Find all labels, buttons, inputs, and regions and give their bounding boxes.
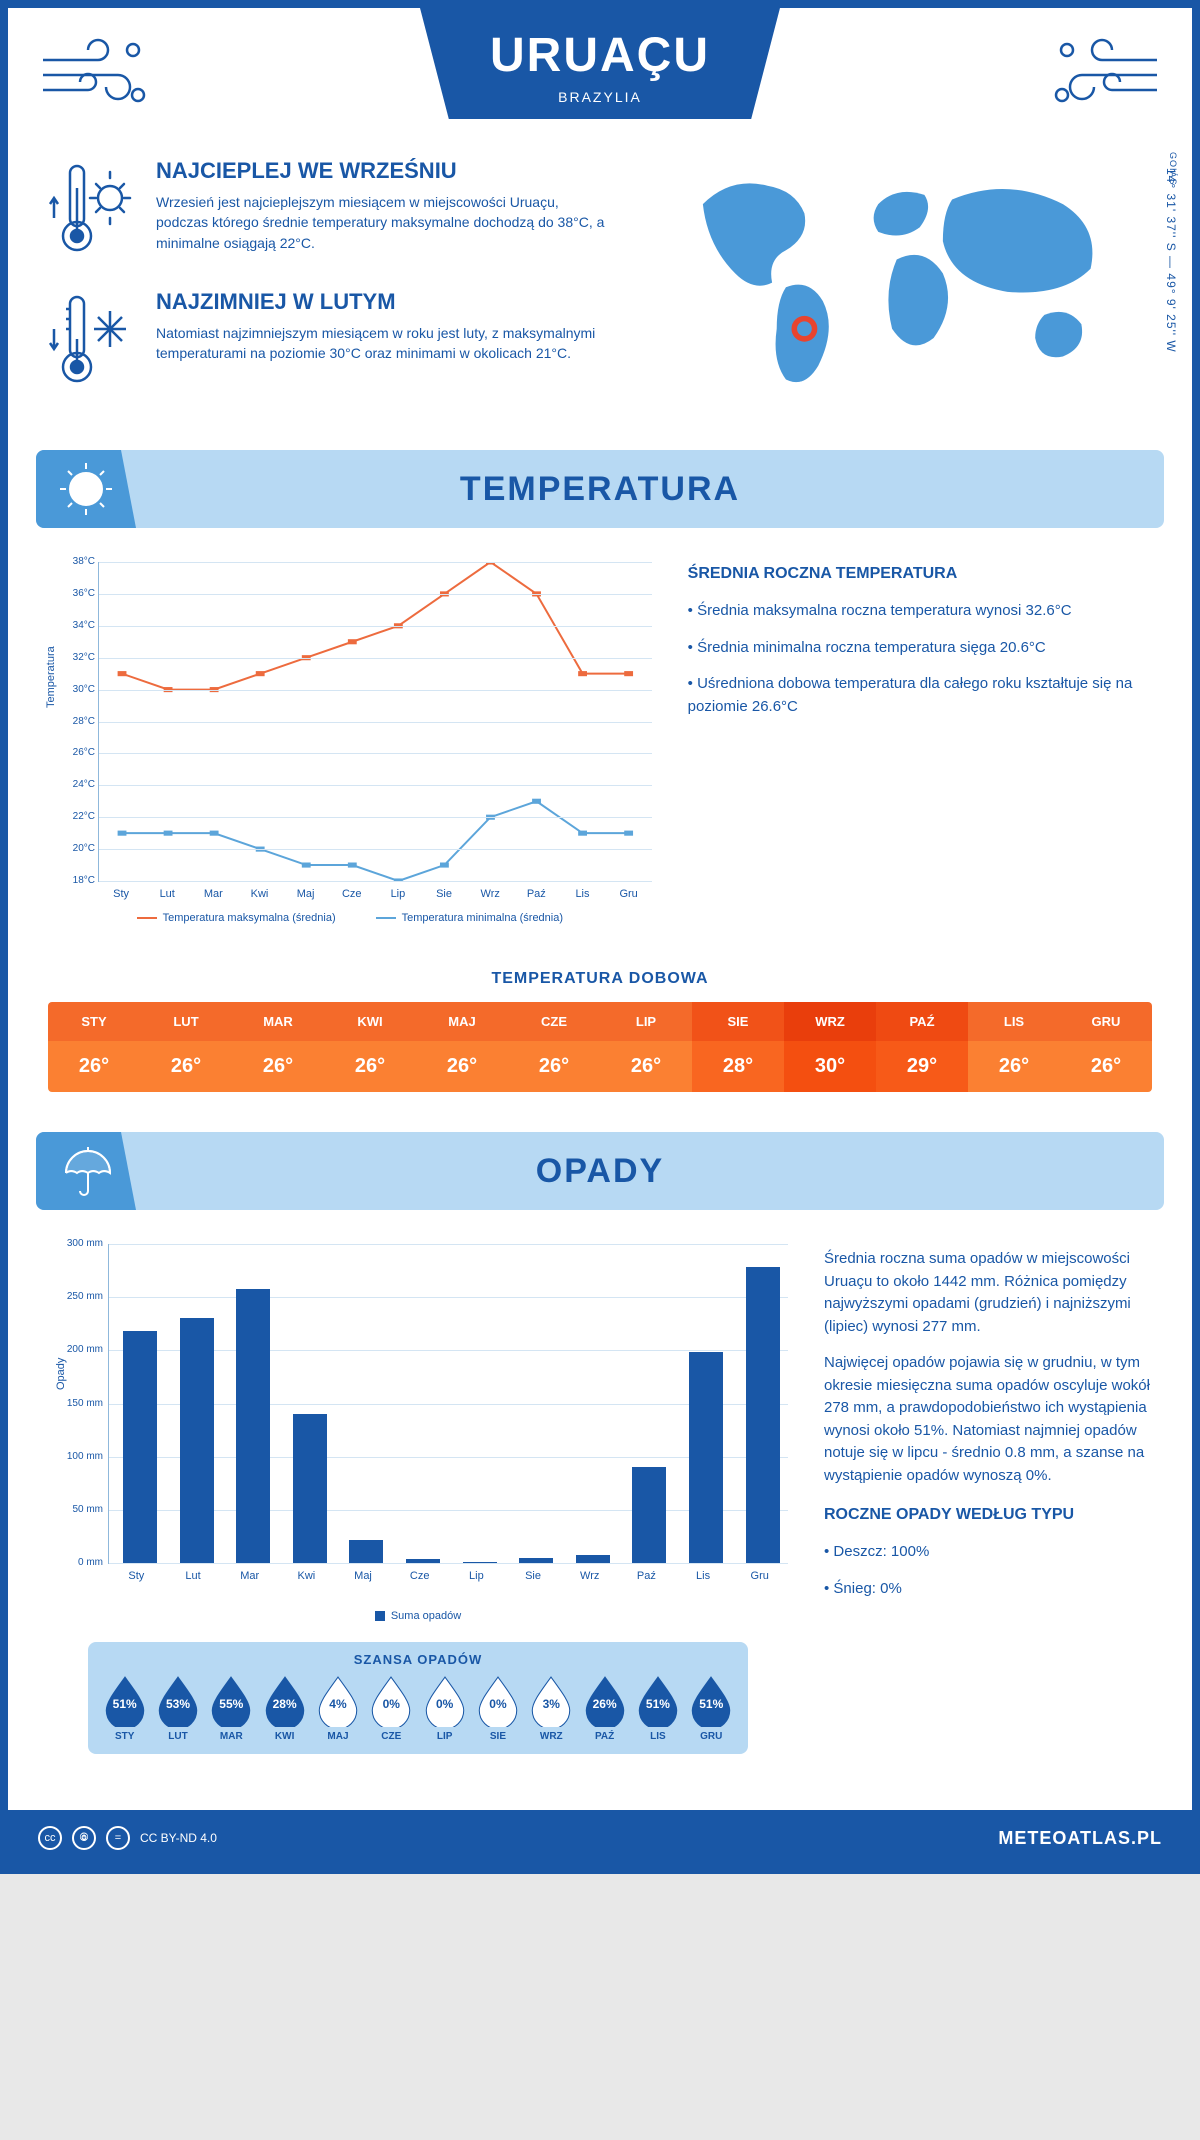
license-block: cc 🞋 = CC BY-ND 4.0 (38, 1826, 217, 1850)
section-title: OPADY (536, 1152, 664, 1191)
rain-chance-item: 28%KWI (258, 1675, 311, 1742)
rain-chance-item: 55%MAR (205, 1675, 258, 1742)
umbrella-icon (36, 1132, 136, 1210)
temperature-line-chart: Temperatura 18°C20°C22°C24°C26°C28°C30°C… (48, 562, 652, 924)
type-item: • Deszcz: 100% (824, 1541, 1152, 1564)
temp-table-col: STY26° (48, 1002, 140, 1092)
rain-chance-item: 53%LUT (151, 1675, 204, 1742)
rain-chance-item: 0%CZE (365, 1675, 418, 1742)
temperature-content: Temperatura 18°C20°C22°C24°C26°C28°C30°C… (8, 552, 1192, 944)
sun-icon (36, 450, 136, 528)
stat-item: • Uśredniona dobowa temperatura dla całe… (688, 673, 1152, 718)
temperature-section-header: TEMPERATURA (36, 450, 1164, 528)
cc-icon: cc (38, 1826, 62, 1850)
temperature-stats: ŚREDNIA ROCZNA TEMPERATURA • Średnia mak… (688, 562, 1152, 924)
thermometer-cold-icon (48, 289, 138, 394)
wind-icon (38, 30, 158, 115)
temp-table-col: LIS26° (968, 1002, 1060, 1092)
precip-types: ROCZNE OPADY WEDŁUG TYPU • Deszcz: 100% •… (824, 1503, 1152, 1600)
country-subtitle: BRAZYLIA (490, 89, 710, 105)
chance-title: SZANSA OPADÓW (98, 1652, 738, 1667)
temp-table-col: PAŹ29° (876, 1002, 968, 1092)
y-axis-label: Opady (55, 1357, 67, 1389)
bar-legend: Suma opadów (48, 1610, 788, 1622)
by-icon: 🞋 (72, 1826, 96, 1850)
world-map-icon (641, 158, 1152, 398)
temp-table-col: MAR26° (232, 1002, 324, 1092)
stats-title: ŚREDNIA ROCZNA TEMPERATURA (688, 562, 1152, 586)
rain-chance-item: 51%STY (98, 1675, 151, 1742)
x-axis-labels: StyLutMarKwiMajCzeLipSieWrzPaźLisGru (108, 1564, 788, 1582)
daily-temperature-table: STY26°LUT26°MAR26°KWI26°MAJ26°CZE26°LIP2… (48, 1002, 1152, 1092)
precip-paragraph: Najwięcej opadów pojawia się w grudniu, … (824, 1352, 1152, 1487)
temp-table-col: GRU26° (1060, 1002, 1152, 1092)
thermometer-hot-icon (48, 158, 138, 263)
precipitation-text: Średnia roczna suma opadów w miejscowośc… (824, 1244, 1152, 1754)
rain-chance-item: 51%LIS (631, 1675, 684, 1742)
nd-icon: = (106, 1826, 130, 1850)
temp-table-col: MAJ26° (416, 1002, 508, 1092)
stat-item: • Średnia minimalna roczna temperatura s… (688, 637, 1152, 660)
types-title: ROCZNE OPADY WEDŁUG TYPU (824, 1503, 1152, 1527)
temp-table-col: CZE26° (508, 1002, 600, 1092)
rain-chance-box: SZANSA OPADÓW 51%STY53%LUT55%MAR28%KWI4%… (88, 1642, 748, 1754)
fact-text: Natomiast najzimniejszym miesiącem w rok… (156, 323, 611, 364)
coldest-fact: NAJZIMNIEJ W LUTYM Natomiast najzimniejs… (48, 289, 611, 394)
temp-table-col: WRZ30° (784, 1002, 876, 1092)
rain-chance-item: 4%MAJ (311, 1675, 364, 1742)
hottest-fact: NAJCIEPLEJ WE WRZEŚNIU Wrzesień jest naj… (48, 158, 611, 263)
coordinates: 14° 31' 37'' S — 49° 9' 25'' W (1164, 168, 1178, 353)
temp-table-col: SIE28° (692, 1002, 784, 1092)
summary-row: NAJCIEPLEJ WE WRZEŚNIU Wrzesień jest naj… (8, 148, 1192, 450)
rain-chance-item: 51%GRU (685, 1675, 738, 1742)
chart-legend: Temperatura maksymalna (średnia)Temperat… (48, 912, 652, 924)
footer: cc 🞋 = CC BY-ND 4.0 METEOATLAS.PL (8, 1810, 1192, 1866)
daily-temp-title: TEMPERATURA DOBOWA (8, 970, 1192, 988)
title-banner: URUAÇU BRAZYLIA (420, 8, 780, 119)
temp-table-col: KWI26° (324, 1002, 416, 1092)
rain-chance-item: 0%LIP (418, 1675, 471, 1742)
world-map-block: GOIÁS 14° 31' 37'' S — 49° 9' 25'' W (641, 158, 1152, 420)
section-title: TEMPERATURA (460, 470, 740, 509)
wind-icon (1042, 30, 1162, 115)
type-item: • Śnieg: 0% (824, 1578, 1152, 1601)
stat-item: • Średnia maksymalna roczna temperatura … (688, 600, 1152, 623)
header: URUAÇU BRAZYLIA (8, 8, 1192, 148)
temp-table-col: LUT26° (140, 1002, 232, 1092)
precipitation-bar-chart: Opady 0 mm50 mm100 mm150 mm200 mm250 mm3… (48, 1244, 788, 1754)
fact-title: NAJCIEPLEJ WE WRZEŚNIU (156, 158, 611, 184)
precipitation-section-header: OPADY (36, 1132, 1164, 1210)
fact-text: Wrzesień jest najcieplejszym miesiącem w… (156, 192, 611, 253)
precipitation-content: Opady 0 mm50 mm100 mm150 mm200 mm250 mm3… (8, 1234, 1192, 1774)
precip-paragraph: Średnia roczna suma opadów w miejscowośc… (824, 1248, 1152, 1338)
license-text: CC BY-ND 4.0 (140, 1831, 217, 1845)
site-name: METEOATLAS.PL (998, 1828, 1162, 1849)
x-axis-labels: StyLutMarKwiMajCzeLipSieWrzPaźLisGru (98, 882, 652, 900)
temp-table-col: LIP26° (600, 1002, 692, 1092)
city-title: URUAÇU (490, 28, 710, 83)
fact-title: NAJZIMNIEJ W LUTYM (156, 289, 611, 315)
rain-chance-item: 26%PAŹ (578, 1675, 631, 1742)
rain-chance-item: 3%WRZ (525, 1675, 578, 1742)
rain-chance-item: 0%SIE (471, 1675, 524, 1742)
infographic-page: URUAÇU BRAZYLIA NAJCIEPLEJ WE WRZEŚNIU W… (0, 0, 1200, 1874)
